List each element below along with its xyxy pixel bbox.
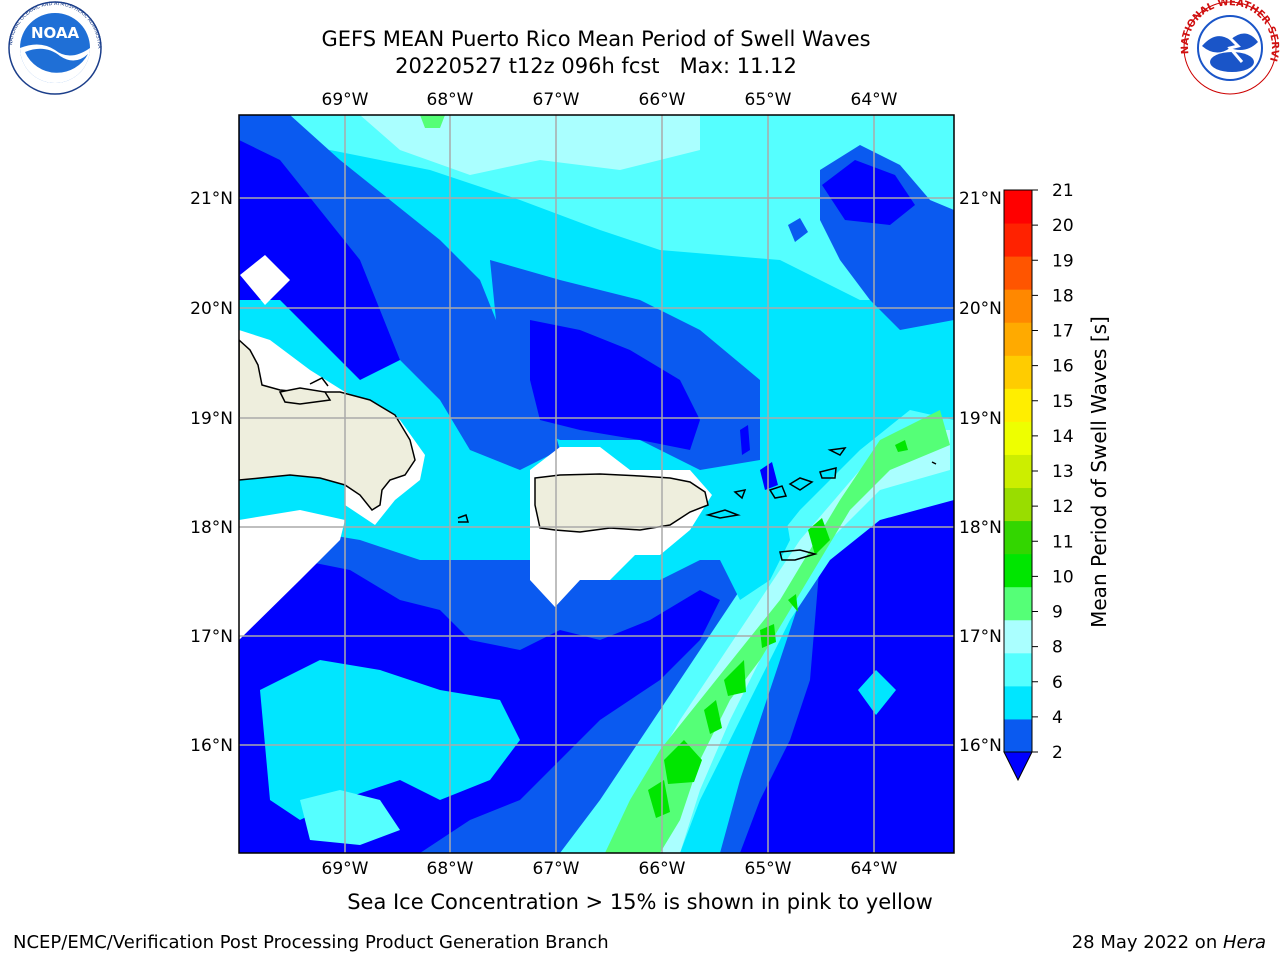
lon-label-bottom: 66°W [639,859,686,879]
lon-label-top: 68°W [427,90,474,110]
lon-label-top: 64°W [851,90,898,110]
lat-label-left: 17°N [190,627,233,647]
colorbar-segment [1004,256,1032,290]
lat-label-right: 18°N [959,518,1002,538]
lon-label-bottom: 65°W [745,859,792,879]
lon-label-bottom: 69°W [322,859,369,879]
lon-label-bottom: 68°W [427,859,474,879]
mask-diamond [240,255,290,305]
field-green-north [420,115,445,128]
colorbar-tick-label: 9 [1052,603,1063,623]
colorbar-segment [1004,685,1032,720]
colorbar-segment [1004,520,1032,555]
colorbar-segment [1004,322,1032,356]
colorbar-tick-label: 11 [1052,532,1074,552]
lat-label-left: 19°N [190,409,233,429]
footer-date: 28 May 2022 on Hera [1072,932,1266,953]
lon-label-top: 67°W [533,90,580,110]
lat-label-left: 18°N [190,518,233,538]
colorbar: 21 20 19 18 17 16 15 14 13 12 11 10 9 8 6 4 2 [1003,181,1074,782]
colorbar-tick-label: 16 [1052,357,1074,377]
field-deep-east [740,495,954,853]
graticule [239,115,954,853]
lon-labels-bottom: 69°W 68°W 67°W 66°W 65°W 64°W [322,859,898,879]
noaa-logo-icon: NOAA NATIONAL OCEANIC AND ATMOSPHERIC AD… [0,0,102,95]
lon-label-bottom: 67°W [533,859,580,879]
colorbar-segment [1004,421,1032,455]
chart-subtitle: 20220527 t12z 096h fcst Max: 11.12 [395,54,797,78]
svg-text:NOAA: NOAA [31,24,80,42]
lat-label-right: 21°N [959,189,1002,209]
lat-label-right: 16°N [959,736,1002,756]
land-small-islands [309,377,937,561]
land-islet-a [278,387,332,405]
lat-label-right: 17°N [959,627,1002,647]
field-pale-north [360,115,700,175]
field-band-north [239,115,954,300]
lat-label-right: 19°N [959,409,1002,429]
field-blue-dot [788,218,808,242]
field-cyan-south [260,660,520,820]
field-cyan-diamond [858,670,896,715]
lon-label-bottom: 64°W [851,859,898,879]
land-hispaniola [239,338,416,511]
colorbar-segment [1004,586,1032,621]
contour-field [239,115,954,853]
colorbar-segment [1004,619,1032,654]
lat-labels-left: 21°N 20°N 19°N 18°N 17°N 16°N [190,189,233,756]
colorbar-segment [1004,652,1032,687]
field-deep-west [239,140,400,380]
colorbar-tick-label: 17 [1052,322,1074,342]
colorbar-extension [1003,751,1033,782]
lon-label-top: 65°W [745,90,792,110]
nws-logo-icon: NATIONAL WEATHER SERVICE [1176,0,1280,95]
colorbar-segment [1004,718,1032,753]
field-plume-green [648,440,908,818]
lat-label-left: 16°N [190,736,233,756]
colorbar-tick-label: 10 [1052,567,1074,587]
field-deep-ne [822,160,915,225]
colorbar-tick-label: 14 [1052,427,1074,447]
colorbar-tick-label: 2 [1052,743,1063,763]
colorbar-tick-label: 4 [1052,708,1063,728]
colorbar-tick-label: 19 [1052,251,1074,271]
colorbar-tick-label: 12 [1052,497,1074,517]
lon-labels-top: 69°W 68°W 67°W 66°W 65°W 64°W [322,90,898,110]
lat-labels-right: 21°N 20°N 19°N 18°N 17°N 16°N [959,189,1002,756]
colorbar-segment [1004,355,1032,389]
colorbar-tick-label: 6 [1052,673,1063,693]
colorbar-tick-label: 13 [1052,462,1074,482]
colorbar-tick-label: 18 [1052,286,1074,306]
colorbar-label: Mean Period of Swell Waves [s] [1087,316,1111,628]
land-puerto-rico [534,473,709,533]
lon-label-top: 69°W [322,90,369,110]
colorbar-segment [1004,487,1032,522]
lat-label-right: 20°N [959,299,1002,319]
sea-ice-note: Sea Ice Concentration > 15% is shown in … [347,890,933,914]
map-frame [238,114,955,854]
colorbar-tick-label: 21 [1052,181,1074,201]
colorbar-segment [1004,454,1032,489]
mask-west [239,510,345,640]
footer-date-text: 28 May 2022 on [1071,932,1223,953]
colorbar-segment [1004,553,1032,588]
colorbar-segment [1004,388,1032,422]
footer-credit: NCEP/EMC/Verification Post Processing Pr… [13,932,609,953]
field-blue-west [239,115,560,470]
field-plume-green-light [605,410,950,853]
field-lightcyan-south [300,790,400,845]
colorbar-segment [1004,190,1032,224]
footer-host: Hera [1222,932,1266,953]
colorbar-tick-label: 15 [1052,392,1074,412]
lon-label-top: 66°W [639,90,686,110]
chart-title: GEFS MEAN Puerto Rico Mean Period of Swe… [321,27,871,51]
colorbar-segment [1004,289,1032,323]
colorbar-segment [1004,223,1032,257]
lat-label-left: 21°N [190,189,233,209]
lat-label-left: 20°N [190,299,233,319]
colorbar-tick-label: 8 [1052,638,1063,658]
colorbar-tick-label: 20 [1052,216,1074,236]
